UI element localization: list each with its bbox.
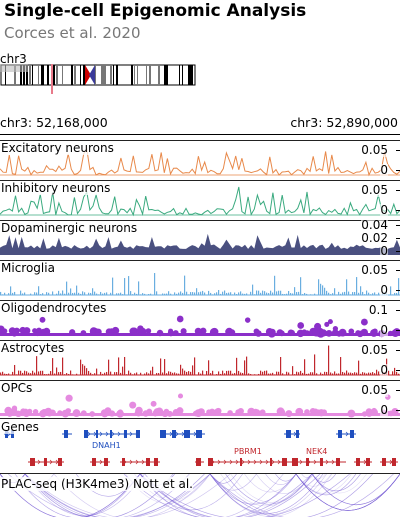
y-tick-mark — [396, 170, 400, 171]
gene-label-nek4: NEK4 — [306, 447, 327, 456]
track-label: Microglia — [1, 261, 57, 275]
y-tick-label: 0.05 — [361, 184, 388, 197]
track-astrocytes[interactable]: Astrocytes 0.05 0 — [0, 340, 400, 378]
track-label: Inhibitory neurons — [1, 181, 112, 195]
y-tick-mark — [396, 310, 400, 311]
y-tick-mark — [396, 210, 400, 211]
y-tick-mark — [396, 370, 400, 371]
y-tick-label: 0 — [380, 284, 388, 297]
plac-seq-track[interactable]: PLAC-seq (H3K4me3) Nott et al. — [0, 473, 400, 516]
y-tick-label: 0 — [380, 164, 388, 177]
y-tick-mark — [396, 150, 400, 151]
y-tick-mark — [396, 410, 400, 411]
track-opcs[interactable]: OPCs 0.05 0 — [0, 380, 400, 418]
y-tick-label: 0 — [380, 404, 388, 417]
y-tick-label: 0.05 — [361, 264, 388, 277]
track-excitatory-neurons[interactable]: Excitatory neurons 0.05 0 — [0, 140, 400, 178]
y-tick-mark — [396, 330, 400, 331]
y-tick-label: 0.05 — [361, 344, 388, 357]
chromosome-ideogram[interactable] — [0, 64, 200, 94]
track-label: Astrocytes — [1, 341, 66, 355]
track-label: Dopaminergic neurons — [1, 221, 139, 235]
y-tick-label: 0 — [380, 324, 388, 337]
y-tick-mark — [396, 190, 400, 191]
y-tick-mark — [396, 238, 400, 239]
genes-track[interactable]: Genes DNAH1 PBRM1 NEK4 — [0, 418, 400, 472]
y-tick-mark — [396, 350, 400, 351]
track-inhibitory-neurons[interactable]: Inhibitory neurons 0.05 0 — [0, 180, 400, 218]
gene-label-dnah1: DNAH1 — [92, 441, 121, 450]
genes-track-label: Genes — [1, 420, 39, 434]
range-end-label: chr3: 52,890,000 — [290, 115, 398, 130]
y-tick-label: 0 — [380, 364, 388, 377]
y-tick-label: 0 — [380, 204, 388, 217]
track-oligodendrocytes[interactable]: Oligodendrocytes 0.1 0 — [0, 300, 400, 338]
y-tick-mark — [396, 251, 400, 252]
track-microglia[interactable]: Microglia 0.05 0 — [0, 260, 400, 298]
gene-annotations[interactable] — [0, 419, 400, 473]
y-tick-mark — [396, 270, 400, 271]
y-tick-label: 0.1 — [369, 304, 388, 317]
y-tick-label: 0 — [380, 245, 388, 258]
y-tick-mark — [396, 290, 400, 291]
track-label: Excitatory neurons — [1, 141, 116, 155]
page-title: Single-cell Epigenomic Analysis — [4, 1, 306, 21]
track-signal — [0, 381, 400, 419]
track-label: OPCs — [1, 381, 34, 395]
gene-label-pbrm1: PBRM1 — [234, 447, 262, 456]
range-start-label: chr3: 52,168,000 — [0, 115, 108, 130]
ideogram-position-marker — [51, 64, 53, 94]
page-subtitle: Corces et al. 2020 — [4, 24, 141, 42]
top-axis — [0, 134, 400, 135]
track-label: Oligodendrocytes — [1, 301, 108, 315]
y-tick-mark — [396, 225, 400, 226]
track-signal — [0, 261, 400, 299]
y-tick-mark — [396, 390, 400, 391]
y-tick-label: 0.05 — [361, 144, 388, 157]
y-tick-label: 0.05 — [361, 384, 388, 397]
plac-seq-label: PLAC-seq (H3K4me3) Nott et al. — [1, 477, 193, 491]
